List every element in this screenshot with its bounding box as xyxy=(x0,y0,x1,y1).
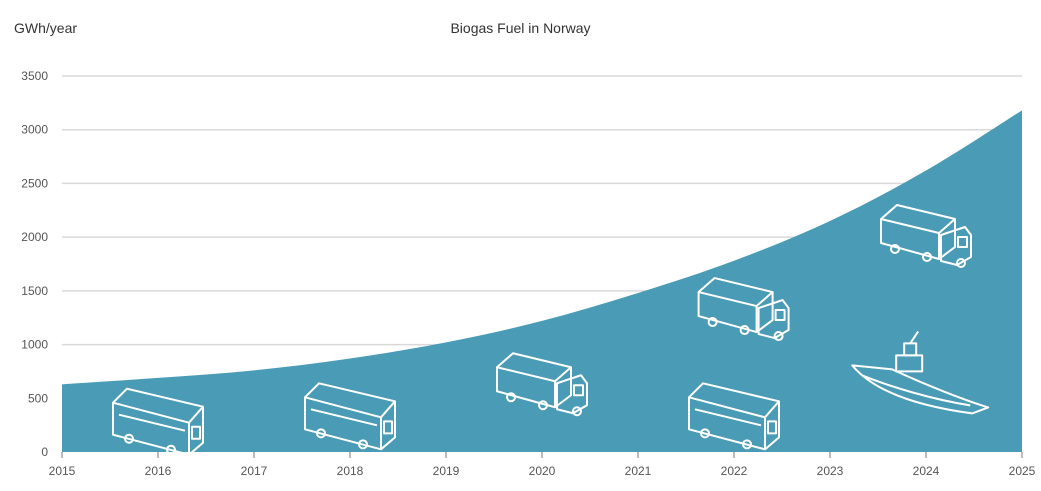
x-tick-label: 2024 xyxy=(913,464,940,478)
y-axis-unit-label: GWh/year xyxy=(14,20,78,36)
x-tick-label: 2021 xyxy=(625,464,652,478)
x-axis-ticks: 2015 2016 2017 2018 2019 2020 2021 2022 2023 2024… xyxy=(49,452,1036,478)
truck-icon xyxy=(697,277,790,342)
area-series xyxy=(62,110,1022,453)
vehicle-icons xyxy=(112,203,990,456)
y-tick-label: 2500 xyxy=(21,176,48,190)
x-tick-label: 2020 xyxy=(529,464,556,478)
bus-icon xyxy=(304,382,396,451)
y-tick-label: 0 xyxy=(41,445,48,459)
y-tick-label: 1500 xyxy=(21,284,48,298)
bus-icon xyxy=(688,382,780,451)
x-tick-label: 2015 xyxy=(49,464,76,478)
x-tick-label: 2025 xyxy=(1009,464,1036,478)
chart-title: Biogas Fuel in Norway xyxy=(450,20,591,36)
truck-icon xyxy=(880,203,972,268)
x-tick-label: 2016 xyxy=(145,464,172,478)
y-tick-label: 2000 xyxy=(21,230,48,244)
ferry-icon xyxy=(851,330,990,415)
bus-icon xyxy=(112,387,204,456)
area-fill xyxy=(62,110,1022,453)
y-tick-label: 1000 xyxy=(21,338,48,352)
truck-icon xyxy=(496,352,588,417)
x-tick-label: 2022 xyxy=(721,464,748,478)
y-tick-label: 3000 xyxy=(21,123,48,137)
y-tick-label: 500 xyxy=(28,391,48,405)
x-tick-label: 2023 xyxy=(817,464,844,478)
y-axis-ticks: 0 500 1000 1500 2000 2500 3000 3500 xyxy=(21,69,48,459)
x-tick-label: 2018 xyxy=(337,464,364,478)
x-tick-label: 2019 xyxy=(433,464,460,478)
x-tick-label: 2017 xyxy=(241,464,268,478)
y-tick-label: 3500 xyxy=(21,69,48,83)
